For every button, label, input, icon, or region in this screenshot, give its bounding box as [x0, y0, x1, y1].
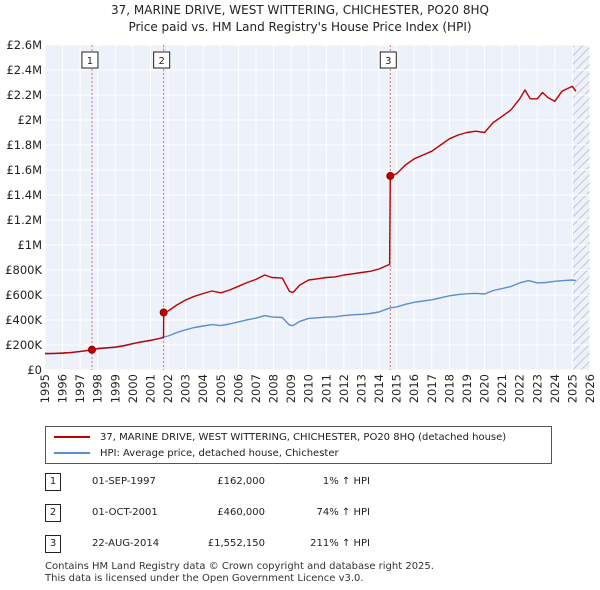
sale-row-1: 1 01-SEP-1997 £162,000 1% ↑ HPI	[45, 473, 465, 491]
footer-licence: This data is licensed under the Open Gov…	[45, 573, 364, 584]
x-tick-label: 2001	[143, 374, 157, 403]
forecast-hatch-region	[572, 45, 590, 370]
legend-swatch-property	[54, 436, 90, 438]
sale-point-1	[87, 345, 96, 354]
x-tick-label: 2016	[407, 374, 421, 403]
x-tick-label: 2026	[583, 374, 597, 403]
legend-item-property: 37, MARINE DRIVE, WEST WITTERING, CHICHE…	[54, 429, 506, 445]
legend: 37, MARINE DRIVE, WEST WITTERING, CHICHE…	[45, 426, 552, 464]
x-tick-label: 1996	[56, 374, 70, 403]
sale-2-marker-box	[153, 51, 171, 69]
y-tick-label: £2.4M	[6, 63, 42, 77]
y-tick-label: £1.4M	[6, 188, 42, 202]
chart-subtitle: Price paid vs. HM Land Registry's House …	[128, 20, 472, 34]
x-tick-label: 2009	[284, 374, 298, 403]
sale-point-3	[386, 171, 395, 180]
y-tick-label: £2.6M	[6, 38, 42, 52]
x-tick-label: 2000	[126, 374, 140, 403]
sale-row-3: 3 22-AUG-2014 £1,552,150 211% ↑ HPI	[45, 535, 465, 553]
x-tick-label: 2015	[390, 374, 404, 403]
x-tick-label: 2010	[302, 374, 316, 403]
price-chart: £0 £200K £400K £600K £800K £1M £1.2M £1.4M £1.6M…	[5, 38, 597, 403]
series-line-property	[45, 85, 577, 355]
sale-hpi-2: 74% ↑ HPI	[316, 507, 370, 518]
y-tick-label: £1M	[17, 238, 42, 252]
y-tick-label: £2M	[17, 113, 42, 127]
sale-hpi-3: 211% ↑ HPI	[310, 538, 370, 549]
x-tick-label: 2008	[267, 374, 281, 403]
sale-date-2: 01-OCT-2001	[92, 507, 158, 518]
sale-3-marker-box	[379, 51, 397, 69]
legend-label-property: 37, MARINE DRIVE, WEST WITTERING, CHICHE…	[100, 431, 507, 443]
x-tick-label: 2024	[548, 374, 562, 403]
x-tick-label: 2017	[425, 374, 439, 403]
legend-label-hpi: HPI: Average price, detached house, Chic…	[100, 447, 339, 459]
chart-title: 37, MARINE DRIVE, WEST WITTERING, CHICHE…	[111, 3, 489, 17]
x-tick-label: 1999	[108, 374, 122, 403]
footer-copyright: Contains HM Land Registry data © Crown c…	[45, 561, 434, 572]
x-tick-label: 2002	[161, 374, 175, 403]
x-tick-label: 2003	[179, 374, 193, 403]
x-tick-label: 2025	[565, 374, 579, 403]
y-tick-label: £200K	[5, 338, 42, 352]
y-tick-label: £800K	[5, 263, 42, 277]
legend-item-hpi: HPI: Average price, detached house, Chic…	[54, 445, 339, 461]
sale-price-2: £460,000	[217, 507, 265, 518]
sale-price-3: £1,552,150	[207, 538, 265, 549]
sale-number-1: 1	[45, 473, 61, 491]
x-tick-label: 1998	[91, 374, 105, 403]
sale-2-marker-label: 2	[158, 56, 164, 67]
x-tick-label: 2007	[249, 374, 263, 403]
sale-row-2: 2 01-OCT-2001 £460,000 74% ↑ HPI	[45, 504, 465, 522]
sale-hpi-1: 1% ↑ HPI	[322, 476, 370, 487]
x-tick-label: 2021	[495, 374, 509, 403]
sale-3-marker-label: 3	[385, 56, 391, 67]
y-tick-label: £1.6M	[6, 163, 42, 177]
x-tick-label: 2013	[354, 374, 368, 403]
y-tick-label: £1.8M	[6, 138, 42, 152]
x-tick-label: 2006	[231, 374, 245, 403]
x-tick-label: 2012	[337, 374, 351, 403]
x-tick-label: 2011	[319, 374, 333, 403]
x-tick-label: 1995	[38, 374, 52, 403]
sale-1-marker-box	[81, 51, 99, 69]
sale-price-1: £162,000	[217, 476, 265, 487]
y-tick-label: £400K	[5, 313, 42, 327]
x-tick-label: 2018	[442, 374, 456, 403]
x-tick-label: 2022	[513, 374, 527, 403]
y-tick-label: £1.2M	[6, 213, 42, 227]
sale-date-3: 22-AUG-2014	[92, 538, 160, 549]
x-tick-label: 2023	[530, 374, 544, 403]
sale-date-1: 01-SEP-1997	[92, 476, 156, 487]
legend-swatch-hpi	[54, 452, 90, 454]
x-tick-label: 2014	[372, 374, 386, 403]
y-tick-label: £600K	[5, 288, 42, 302]
plot-background	[45, 45, 590, 370]
x-tick-label: 2004	[196, 374, 210, 403]
sale-number-3: 3	[45, 535, 61, 553]
sale-number-2: 2	[45, 504, 61, 522]
x-tick-label: 1997	[73, 374, 87, 403]
sale-point-2	[159, 308, 168, 317]
y-tick-label: £2.2M	[6, 88, 42, 102]
y-tick-label: £0	[27, 363, 42, 377]
x-tick-label: 2019	[460, 374, 474, 403]
x-tick-label: 2005	[214, 374, 228, 403]
sale-1-marker-label: 1	[87, 56, 93, 67]
x-tick-label: 2020	[478, 374, 492, 403]
